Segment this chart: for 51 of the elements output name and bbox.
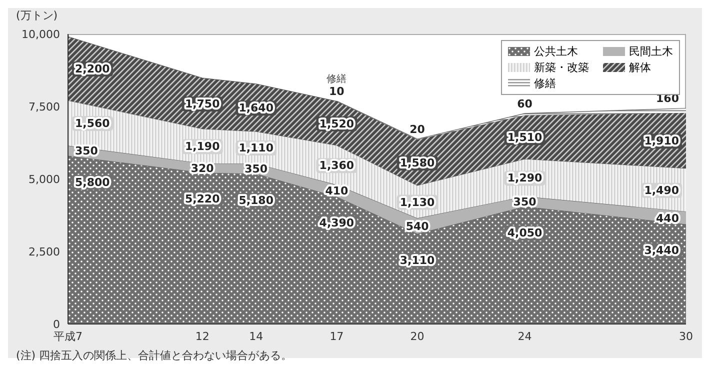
y-tick-label: 0 (53, 318, 60, 331)
data-label: 4,390 (319, 216, 354, 230)
data-label: 1,360 (319, 159, 354, 172)
x-tick-label: 17 (330, 330, 344, 343)
data-label: 350 (75, 144, 98, 158)
data-label: 350 (244, 162, 268, 176)
x-tick-label: 14 (249, 330, 264, 343)
data-label: 350 (513, 195, 537, 208)
data-label: 5,800 (75, 176, 110, 189)
data-label: 2,200 (75, 62, 110, 76)
text: (注) 四捨五入の関係上、合計値と合わない場合がある。 (16, 348, 292, 363)
data-label: 5,180 (238, 194, 274, 207)
data-label: 320 (190, 162, 214, 175)
data-label: 540 (406, 220, 430, 233)
data-label: 1,520 (319, 117, 354, 130)
data-label: 4,050 (507, 226, 543, 240)
annotation: 修繕 (326, 72, 347, 85)
data-label: 1,750 (184, 97, 220, 110)
x-tick-label: 12 (195, 330, 210, 343)
data-label: 10 (329, 84, 345, 98)
data-label: 410 (325, 184, 349, 198)
data-label: 1,580 (400, 156, 436, 170)
data-label: 440 (656, 212, 680, 225)
x-tick-label: 20 (410, 330, 424, 343)
data-label: 1,560 (75, 117, 110, 130)
legend-label: 新築・改築 (534, 60, 589, 75)
data-label: 1,130 (400, 196, 436, 209)
legend-label: 公共土木 (534, 44, 578, 59)
y-axis-title: (万トン) (16, 8, 58, 23)
data-label: 60 (517, 97, 533, 110)
data-label: 1,490 (644, 184, 680, 197)
legend-label: 解体 (629, 60, 651, 75)
data-label: 3,440 (644, 244, 680, 258)
legend-label: 修繕 (534, 76, 556, 91)
data-label: 1,290 (507, 172, 543, 185)
data-label: 1,510 (507, 131, 543, 144)
data-label: 1,190 (184, 140, 220, 154)
y-tick-label: 2,500 (28, 245, 60, 258)
data-label: 1,640 (238, 102, 274, 115)
y-tick-label: 10,000 (22, 28, 60, 41)
x-tick-label: 24 (518, 330, 532, 343)
data-label: 5,220 (184, 192, 220, 206)
data-label: 20 (410, 122, 426, 136)
legend-label: 民間土木 (629, 44, 673, 59)
data-label: 3,110 (400, 254, 436, 267)
x-tick-label: 平成7 (54, 330, 82, 343)
y-tick-label: 5,000 (28, 172, 60, 186)
data-label: 1,110 (238, 142, 274, 155)
x-tick-label: 30 (679, 330, 693, 343)
y-tick-label: 7,500 (28, 100, 60, 114)
data-label: 1,910 (644, 134, 680, 148)
